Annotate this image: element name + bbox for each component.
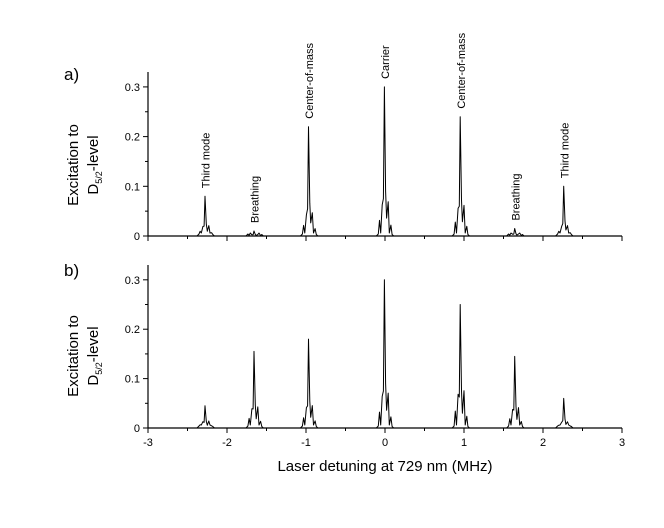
panel-b: b) Excitation to D5/2-level 0 0.1 0.2 0.3 -3… — [64, 261, 625, 449]
panel-a-ylabel-line1: Excitation to — [65, 124, 82, 206]
peak-label: Breathing — [250, 176, 262, 223]
y-tick-label: 0.2 — [125, 324, 140, 336]
panel-a-ylabel-line2: D5/2-level — [85, 135, 104, 194]
spectrum-trace — [195, 279, 575, 429]
y-tick-label: 0 — [134, 423, 140, 435]
panel-b-ylabel-line1: Excitation to — [65, 315, 82, 397]
y-tick-label: 0.3 — [125, 275, 140, 287]
x-tick-label: -2 — [222, 437, 232, 449]
y-tick-label: 0.1 — [125, 374, 140, 386]
x-tick-label: 1 — [461, 437, 467, 449]
x-tick-label: -1 — [301, 437, 311, 449]
panel-a-label: a) — [64, 65, 79, 84]
spectrum-trace — [195, 86, 575, 237]
peak-label: Third mode — [559, 123, 571, 179]
panel-a-plot-area: 0 0.1 0.2 0.3 Third mode Breathing Center-of-m… — [125, 32, 623, 243]
panel-a: a) Excitation to D5/2-level 0 0.1 0.2 0.3 Th… — [64, 32, 623, 243]
y-tick-label: 0.2 — [125, 132, 140, 144]
y-tick-label: 0 — [134, 231, 140, 243]
x-tick-label: -3 — [143, 437, 153, 449]
x-axis-title: Laser detuning at 729 nm (MHz) — [277, 458, 492, 475]
peak-label: Breathing — [510, 173, 522, 220]
y-tick-label: 0.3 — [125, 82, 140, 94]
peak-label: Carrier — [380, 45, 392, 79]
panel-b-label: b) — [64, 261, 79, 280]
x-tick-label: 2 — [540, 437, 546, 449]
peak-label: Center-of-mass — [304, 42, 316, 118]
x-tick-label: 3 — [619, 437, 625, 449]
y-tick-label: 0.1 — [125, 181, 140, 193]
peak-label: Center-of-mass — [456, 32, 468, 108]
peak-label: Third mode — [201, 133, 213, 189]
panel-b-plot-area: 0 0.1 0.2 0.3 -3 -2 -1 0 1 2 3 — [125, 265, 625, 449]
panel-b-ylabel: Excitation to D5/2-level — [65, 315, 104, 397]
x-tick-label: 0 — [382, 437, 388, 449]
panel-b-ylabel-line2: D5/2-level — [85, 326, 104, 385]
panel-a-ylabel: Excitation to D5/2-level — [65, 124, 104, 206]
